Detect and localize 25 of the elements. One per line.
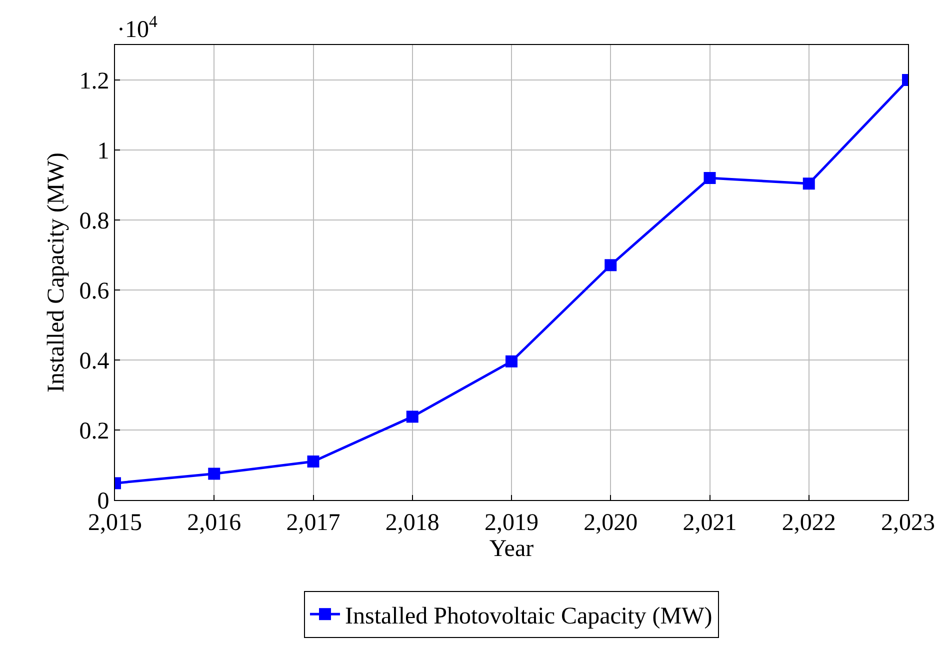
text: ·10$^{4}$ — [117, 12, 158, 44]
point — [704, 172, 716, 184]
x-tick-label: 2,017 — [286, 510, 340, 536]
x-tick-label: 2,022 — [782, 510, 836, 536]
y-tick-label: 1.2 — [79, 68, 110, 94]
point — [208, 468, 220, 480]
y-tick-label: 0.2 — [79, 418, 110, 444]
x-tick-label: 2,023 — [881, 510, 935, 536]
y-axis-title: Installed Capacity (MW) — [43, 152, 70, 392]
y-tick-label: 0.6 — [79, 278, 110, 304]
y-tick-label: 0.8 — [79, 208, 110, 234]
point — [506, 355, 518, 368]
x-tick-label: 2,019 — [484, 510, 538, 536]
point — [802, 178, 815, 190]
y-tick-label: 1 — [97, 138, 110, 164]
legend-label: Installed Photovoltaic Capacity (MW) — [345, 603, 712, 630]
x-tick-label: 2,016 — [187, 510, 242, 536]
x-axis-title: Year — [489, 536, 534, 562]
x-tick-label: 2,020 — [584, 510, 638, 536]
x-tick-label: 2,018 — [385, 510, 440, 536]
x-tick-label: 2,021 — [682, 510, 737, 536]
point — [406, 410, 418, 423]
y-tick-label: 0.4 — [79, 348, 110, 374]
point — [604, 259, 617, 272]
point — [307, 456, 320, 468]
